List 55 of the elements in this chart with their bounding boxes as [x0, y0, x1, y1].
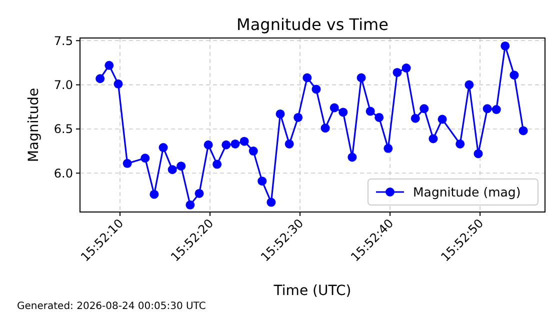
point	[186, 200, 195, 210]
point	[284, 139, 294, 148]
point	[212, 160, 222, 169]
point	[150, 190, 159, 199]
point	[402, 64, 411, 73]
point	[518, 126, 528, 136]
point	[194, 188, 204, 198]
point	[302, 73, 312, 82]
point	[176, 162, 186, 171]
point	[410, 114, 420, 123]
point	[428, 134, 438, 144]
point	[122, 158, 132, 168]
point	[330, 103, 339, 112]
point	[474, 149, 483, 158]
point	[204, 140, 213, 150]
y-tick-label: 6.0	[54, 166, 73, 180]
point	[168, 165, 177, 174]
point	[438, 114, 447, 124]
point	[348, 152, 357, 162]
point	[114, 79, 123, 88]
point	[392, 68, 402, 77]
point	[222, 140, 231, 150]
point	[258, 176, 267, 186]
point	[140, 154, 150, 163]
y-tick-label: 7.5	[54, 34, 73, 48]
point	[510, 70, 519, 80]
y-axis-title: Magnitude	[26, 88, 42, 162]
point	[338, 108, 348, 117]
text: Generated: 2026-08-24 00:05:30 UTC	[17, 301, 206, 312]
point	[366, 106, 375, 116]
point	[482, 104, 492, 114]
point	[356, 73, 366, 82]
legend-label: Magnitude (mag)	[413, 184, 521, 200]
point	[384, 144, 393, 153]
point	[492, 105, 501, 114]
point	[104, 60, 114, 70]
point	[420, 104, 429, 114]
point	[500, 41, 510, 50]
point	[312, 84, 321, 94]
x-axis-title: Time (UTC)	[272, 283, 352, 299]
chart-title: Magnitude vs Time	[236, 15, 388, 34]
y-tick-label: 6.5	[54, 122, 73, 136]
point	[320, 124, 330, 133]
point	[294, 112, 303, 122]
point	[456, 139, 465, 148]
point	[96, 74, 105, 84]
y-tick-label: 7.0	[54, 78, 73, 92]
point	[158, 143, 168, 152]
point	[464, 80, 474, 90]
point	[374, 112, 384, 122]
point	[276, 109, 285, 118]
point	[240, 136, 249, 146]
point	[230, 139, 240, 148]
point	[266, 198, 276, 207]
point	[248, 146, 258, 156]
